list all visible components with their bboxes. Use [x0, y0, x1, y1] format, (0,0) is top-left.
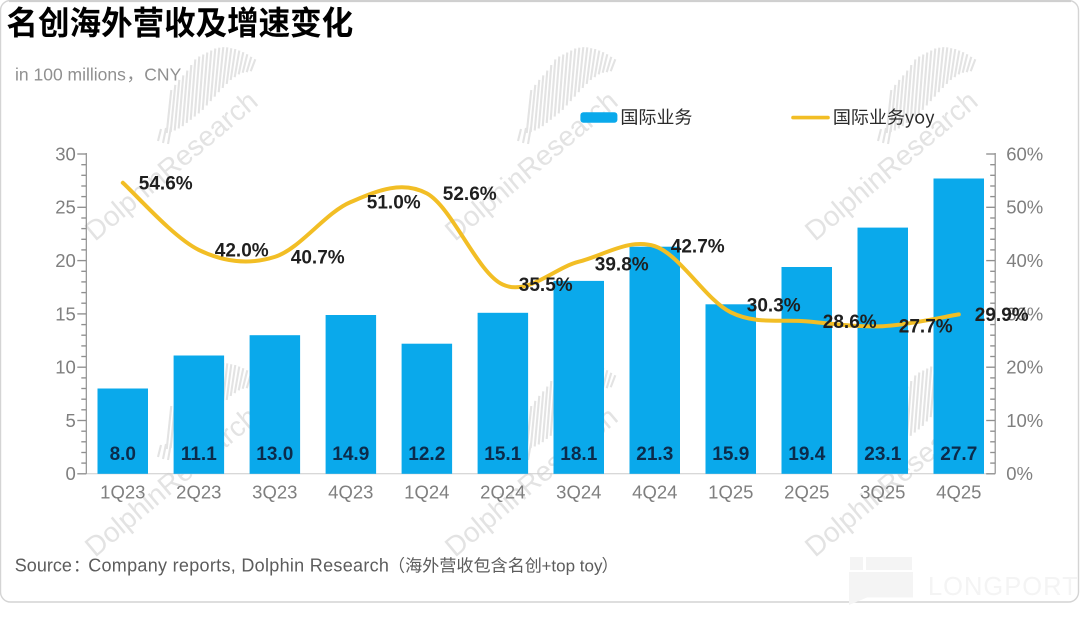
- svg-text:3Q23: 3Q23: [252, 482, 297, 503]
- svg-text:27.7%: 27.7%: [899, 317, 953, 338]
- svg-text:14.9: 14.9: [332, 444, 369, 465]
- svg-text:50%: 50%: [1006, 197, 1043, 218]
- svg-text:10%: 10%: [1006, 410, 1043, 431]
- svg-text:15: 15: [55, 303, 76, 324]
- svg-text:30: 30: [55, 143, 76, 164]
- svg-text:18.1: 18.1: [560, 444, 597, 465]
- svg-text:15.9: 15.9: [712, 444, 749, 465]
- svg-text:4Q25: 4Q25: [936, 482, 981, 503]
- svg-text:2Q25: 2Q25: [784, 482, 829, 503]
- svg-text:4Q24: 4Q24: [632, 482, 677, 503]
- svg-text:25: 25: [55, 197, 76, 218]
- svg-text:13.0: 13.0: [256, 444, 293, 465]
- svg-text:51.0%: 51.0%: [367, 193, 421, 214]
- svg-text:Source: Source: [15, 556, 72, 576]
- svg-text:30%: 30%: [1006, 303, 1043, 324]
- svg-text:2Q24: 2Q24: [480, 482, 525, 503]
- svg-text:11.1: 11.1: [181, 444, 217, 465]
- svg-text:20%: 20%: [1006, 357, 1043, 378]
- svg-text:20: 20: [55, 250, 76, 271]
- svg-text:35.5%: 35.5%: [519, 275, 573, 296]
- svg-text:8.0: 8.0: [110, 444, 136, 465]
- svg-text:30.3%: 30.3%: [747, 296, 801, 317]
- svg-text:3Q24: 3Q24: [556, 482, 601, 503]
- svg-text:42.0%: 42.0%: [215, 240, 269, 261]
- svg-text:21.3: 21.3: [636, 444, 673, 465]
- svg-text:+top toy: +top toy: [542, 557, 603, 576]
- svg-text:15.1: 15.1: [484, 444, 521, 465]
- svg-text:1Q25: 1Q25: [708, 482, 753, 503]
- svg-text:in 100 millions: in 100 millions: [15, 65, 126, 85]
- svg-text:40.7%: 40.7%: [291, 247, 345, 268]
- svg-text:0: 0: [66, 463, 76, 484]
- svg-text:1Q23: 1Q23: [100, 482, 145, 503]
- svg-text:3Q25: 3Q25: [860, 482, 905, 503]
- svg-text:12.2: 12.2: [408, 444, 445, 465]
- svg-text:60%: 60%: [1006, 143, 1043, 164]
- svg-text:0%: 0%: [1006, 463, 1033, 484]
- svg-text:40%: 40%: [1006, 250, 1043, 271]
- svg-text:5: 5: [66, 410, 76, 431]
- svg-text:CNY: CNY: [144, 65, 181, 85]
- svg-text:28.6%: 28.6%: [823, 312, 877, 333]
- svg-text:4Q23: 4Q23: [328, 482, 373, 503]
- svg-text:1Q24: 1Q24: [404, 482, 449, 503]
- svg-text:27.7: 27.7: [940, 444, 977, 465]
- svg-text:52.6%: 52.6%: [443, 184, 497, 205]
- svg-text:Company reports, Dolphin Resea: Company reports, Dolphin Research: [88, 556, 389, 576]
- svg-text:19.4: 19.4: [788, 444, 825, 465]
- svg-text:39.8%: 39.8%: [595, 255, 649, 276]
- svg-text:23.1: 23.1: [864, 444, 901, 465]
- svg-text:10: 10: [55, 357, 76, 378]
- svg-text:LONGPORT: LONGPORT: [928, 573, 1079, 601]
- svg-text:42.7%: 42.7%: [671, 237, 725, 258]
- svg-text:29.9%: 29.9%: [975, 305, 1029, 326]
- svg-text:54.6%: 54.6%: [139, 173, 193, 194]
- svg-text:2Q23: 2Q23: [176, 482, 221, 503]
